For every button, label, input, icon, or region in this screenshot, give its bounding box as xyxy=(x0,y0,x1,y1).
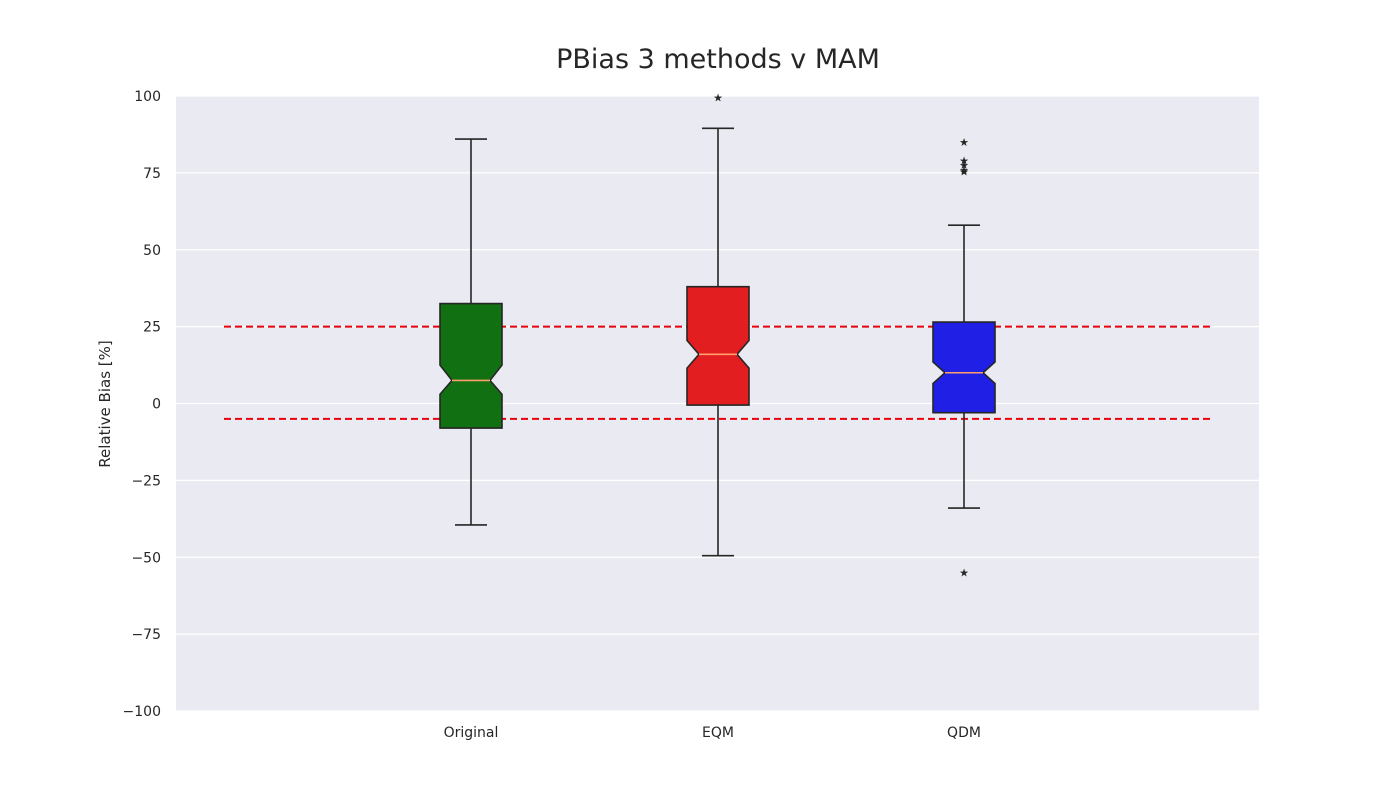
y-axis-label: Relative Bias [%] xyxy=(96,340,114,467)
box-original xyxy=(439,138,503,526)
box-body xyxy=(932,321,996,414)
y-axis-ticks: 100 75 50 25 0 −25 −50 −75 −100 xyxy=(123,89,161,720)
y-tick-label: −25 xyxy=(131,473,161,489)
outlier-point: ★ xyxy=(959,165,969,178)
outlier-point: ★ xyxy=(959,567,969,580)
y-tick-label: −50 xyxy=(131,550,161,566)
outlier-point: ★ xyxy=(959,164,969,177)
y-tick-label: 100 xyxy=(134,89,161,105)
outlier-point: ★ xyxy=(959,155,969,168)
y-tick-label: 0 xyxy=(152,397,161,413)
outlier-point: ★ xyxy=(959,159,969,172)
outlier-point: ★ xyxy=(713,92,723,105)
box-qdm: ★★★★★★ xyxy=(932,136,996,580)
outlier-point: ★ xyxy=(959,136,969,149)
y-tick-label: −75 xyxy=(131,627,161,643)
box-eqm: ★ xyxy=(686,92,750,557)
x-tick-label: QDM xyxy=(947,725,981,741)
box-body xyxy=(439,302,503,429)
x-axis-ticks: Original EQM QDM xyxy=(444,725,981,741)
box-body xyxy=(686,285,750,406)
y-tick-label: 75 xyxy=(143,166,161,182)
chart-title: PBias 3 methods v MAM xyxy=(556,44,880,75)
y-tick-label: 50 xyxy=(143,243,161,259)
y-tick-label: 25 xyxy=(143,320,161,336)
x-tick-label: Original xyxy=(444,725,499,741)
boxes: ★★★★★★★ xyxy=(439,92,996,580)
y-tick-label: −100 xyxy=(123,704,161,720)
x-tick-label: EQM xyxy=(702,725,734,741)
